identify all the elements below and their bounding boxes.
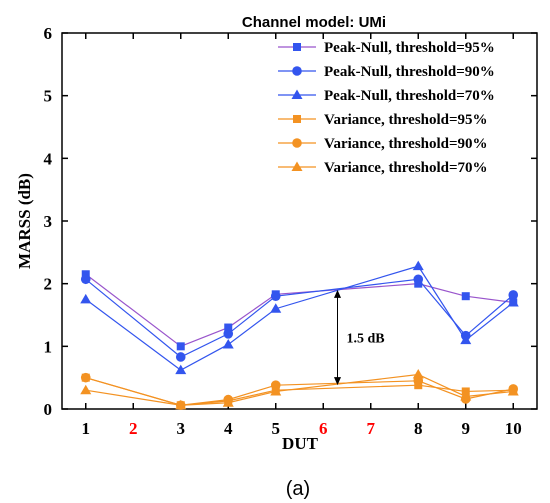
data-point (460, 390, 472, 401)
data-point (80, 384, 92, 395)
data-point (222, 338, 234, 349)
data-point (412, 369, 424, 379)
data-point (270, 303, 282, 313)
data-point (270, 291, 281, 302)
legend-label: Variance, threshold=90% (324, 136, 488, 152)
data-point (81, 270, 90, 279)
legend-entry-4: Variance, threshold=95% (278, 112, 488, 128)
y-tick-label: 1 (44, 337, 53, 356)
data-point (222, 397, 234, 407)
data-point (507, 385, 519, 396)
x-tick-label: 7 (367, 419, 376, 438)
data-point (224, 323, 233, 332)
legend-entry-5: Variance, threshold=90% (278, 136, 488, 152)
data-point (413, 274, 424, 285)
legend-marker (293, 115, 301, 123)
chart-title: Channel model: UMi (242, 14, 386, 31)
legend-entry-6: Variance, threshold=70% (278, 160, 488, 176)
data-point (175, 352, 186, 362)
data-point (270, 385, 282, 396)
data-point (175, 364, 187, 375)
data-point (80, 274, 91, 285)
data-point (507, 296, 519, 307)
series-6 (80, 369, 519, 410)
x-tick-label: 4 (224, 419, 233, 438)
series-line (85, 278, 514, 358)
x-axis-label: DUT (282, 434, 319, 453)
legend-marker (292, 66, 302, 76)
x-tick-label: 2 (129, 419, 138, 438)
data-point (461, 292, 470, 301)
legend-marker (292, 138, 302, 148)
x-tick-label: 8 (414, 419, 423, 438)
legend-label: Variance, threshold=95% (324, 112, 488, 128)
x-tick-label: 9 (462, 419, 471, 438)
legend-label: Peak-Null, threshold=90% (324, 64, 495, 80)
x-tick-label: 10 (505, 419, 522, 438)
legend-label: Peak-Null, threshold=95% (324, 40, 495, 56)
annotation-arrow-head-down (334, 377, 341, 386)
legend-marker (291, 89, 303, 99)
data-point (270, 380, 281, 390)
series-line (85, 377, 514, 406)
y-tick-label: 0 (44, 400, 53, 419)
series-3 (80, 260, 519, 375)
y-tick-label: 5 (44, 87, 53, 106)
figure-caption: (a) (286, 478, 310, 500)
data-point (80, 372, 91, 383)
data-point (460, 334, 472, 345)
y-axis-label: MARSS (dB) (15, 173, 34, 269)
legend-label: Variance, threshold=70% (324, 160, 488, 176)
legend-marker (293, 43, 301, 51)
data-point (176, 342, 185, 351)
y-tick-label: 6 (44, 24, 53, 43)
series-2 (80, 274, 519, 362)
series-5 (80, 372, 519, 411)
data-point (223, 329, 234, 339)
legend-entry-2: Peak-Null, threshold=90% (278, 64, 495, 80)
data-point (412, 260, 424, 271)
x-tick-label: 3 (177, 419, 186, 438)
series-line (85, 377, 514, 406)
legend-marker (291, 161, 303, 171)
data-point (80, 293, 92, 304)
y-tick-label: 4 (44, 149, 53, 168)
series-line (85, 273, 514, 348)
legend-entry-3: Peak-Null, threshold=70% (278, 88, 495, 104)
series-1 (81, 270, 518, 351)
annotation-label: 1.5 dB (347, 332, 385, 347)
legend: Peak-Null, threshold=95% Peak-Null, thres… (278, 40, 495, 176)
y-tick-label: 3 (44, 212, 53, 231)
x-tick-label: 5 (272, 419, 281, 438)
data-point (508, 290, 519, 300)
x-tick-label: 1 (82, 419, 91, 438)
series-4 (81, 373, 518, 410)
annotation-arrow-head-up (334, 289, 341, 298)
data-point (175, 399, 187, 410)
legend-entry-1: Peak-Null, threshold=95% (278, 40, 495, 56)
x-tick-label: 6 (319, 419, 328, 438)
legend-label: Peak-Null, threshold=70% (324, 88, 495, 104)
y-tick-label: 2 (44, 275, 53, 294)
series-line (85, 265, 514, 371)
